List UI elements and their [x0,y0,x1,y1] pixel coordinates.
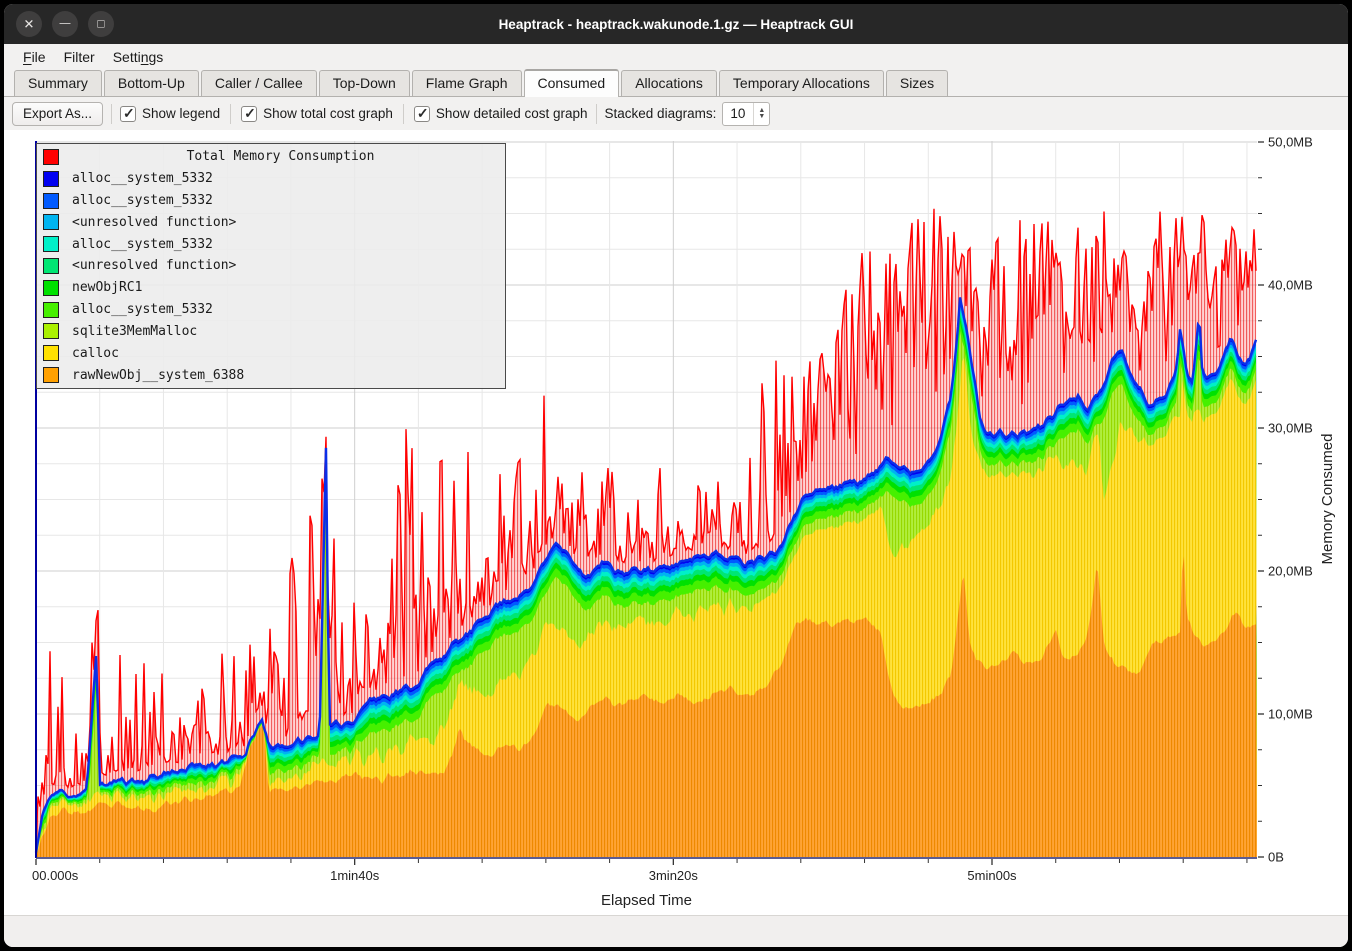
legend-row: newObjRC1 [37,277,505,299]
legend-swatch-icon [43,301,59,318]
svg-text:0B: 0B [1268,850,1284,865]
svg-text:50,0MB: 50,0MB [1268,135,1313,150]
menu-file[interactable]: File [23,48,46,65]
legend-row: calloc [37,342,505,364]
svg-text:10,0MB: 10,0MB [1268,707,1313,722]
tab-caller-callee[interactable]: Caller / Callee [200,70,317,96]
checkbox-label: Show total cost graph [263,106,393,121]
menubar: File Filter Settings [4,44,1348,69]
window-title: Heaptrack - heaptrack.wakunode.1.gz — He… [498,16,854,32]
checkbox-show-detailed-cost-graph[interactable]: Show detailed cost graph [413,105,588,122]
legend-label: Total Memory Consumption [186,149,375,165]
close-button-icon[interactable]: ✕ [16,11,42,37]
checkbox-icon[interactable] [120,105,137,122]
tab-allocations[interactable]: Allocations [621,70,717,96]
checkbox-show-total-cost-graph[interactable]: Show total cost graph [241,105,393,122]
menu-settings[interactable]: Settings [112,48,164,65]
toolbar-separator [595,103,597,124]
legend-row: sqlite3MemMalloc [37,321,505,343]
chart-legend: Total Memory Consumption alloc__system_53… [36,143,506,389]
legend-label: alloc__system_5332 [72,302,213,318]
legend-label: calloc [72,345,119,361]
legend-row: alloc__system_5332 [37,168,505,190]
svg-text:40,0MB: 40,0MB [1268,278,1313,293]
svg-text:00.000s: 00.000s [32,868,79,883]
toolbar-separator [402,103,404,124]
legend-swatch-icon [43,279,59,296]
legend-row: <unresolved function> [37,255,505,277]
svg-text:5min00s: 5min00s [967,868,1017,883]
checkbox-label: Show detailed cost graph [435,106,588,121]
legend-row: <unresolved function> [37,211,505,233]
svg-text:20,0MB: 20,0MB [1268,564,1313,579]
x-axis-title: Elapsed Time [601,892,692,909]
heaptrack-window: ✕ — □ Heaptrack - heaptrack.wakunode.1.gz … [4,4,1348,947]
tab-summary[interactable]: Summary [14,70,102,96]
legend-row: Total Memory Consumption [37,146,505,168]
legend-swatch-icon [43,236,59,253]
legend-swatch-icon [43,367,59,384]
legend-swatch-icon [43,192,59,209]
stacked-diagrams-label: Stacked diagrams: [604,106,717,121]
spin-down-icon[interactable]: ▼ [758,112,766,120]
tab-top-down[interactable]: Top-Down [318,70,410,96]
y-axis-title: Memory Consumed [1319,434,1336,565]
tab-consumed[interactable]: Consumed [523,69,620,97]
legend-label: newObjRC1 [72,280,143,296]
legend-swatch-icon [43,257,59,274]
legend-row: alloc__system_5332 [37,233,505,255]
legend-swatch-icon [43,170,59,187]
stacked-diagrams-spinbox[interactable]: ▲ ▼ [722,101,771,126]
window-buttons: ✕ — □ [16,11,114,37]
svg-text:3min20s: 3min20s [649,868,699,883]
tab-bar: Summary Bottom-Up Caller / Callee Top-Down F… [4,69,1348,97]
consumed-chart[interactable]: 00.000s 1min40s 3min20s 5min00s 0B 10,0MB 20,0… [4,130,1348,915]
svg-text:30,0MB: 30,0MB [1268,421,1313,436]
titlebar: ✕ — □ Heaptrack - heaptrack.wakunode.1.gz … [4,4,1348,44]
legend-label: <unresolved function> [72,214,237,230]
legend-label: alloc__system_5332 [72,236,213,252]
export-as-button[interactable]: Export As... [12,101,104,126]
legend-swatch-icon [43,323,59,340]
legend-label: <unresolved function> [72,258,237,274]
menu-filter[interactable]: Filter [63,48,95,65]
checkbox-show-legend[interactable]: Show legend [120,105,221,122]
legend-row: rawNewObj__system_6388 [37,364,505,386]
tab-bottom-up[interactable]: Bottom-Up [103,70,199,96]
legend-row: alloc__system_5332 [37,190,505,212]
toolbar: Export As... Show legend Show total cost … [4,97,1348,130]
maximize-button-icon[interactable]: □ [88,11,114,37]
chart-canvas[interactable]: 00.000s 1min40s 3min20s 5min00s 0B 10,0MB 20,0… [4,130,1348,915]
minimize-button-icon[interactable]: — [52,11,78,37]
legend-swatch-icon [43,345,59,362]
checkbox-icon[interactable] [413,105,430,122]
legend-row: alloc__system_5332 [37,299,505,321]
checkbox-icon[interactable] [241,105,258,122]
toolbar-separator [111,103,113,124]
stacked-diagrams-input[interactable] [723,102,754,125]
toolbar-separator [230,103,232,124]
legend-label: sqlite3MemMalloc [72,323,198,339]
tab-sizes[interactable]: Sizes [885,70,949,96]
checkbox-label: Show legend [142,106,221,121]
tab-temporary-allocations[interactable]: Temporary Allocations [718,70,884,96]
legend-swatch-icon [43,214,59,231]
spin-up-icon[interactable]: ▲ [758,106,766,114]
svg-text:1min40s: 1min40s [330,868,380,883]
tab-flame-graph[interactable]: Flame Graph [411,70,522,96]
legend-label: alloc__system_5332 [72,171,213,187]
legend-label: rawNewObj__system_6388 [72,367,245,383]
status-strip [4,915,1348,947]
legend-label: alloc__system_5332 [72,193,213,209]
legend-swatch-icon [43,148,59,165]
